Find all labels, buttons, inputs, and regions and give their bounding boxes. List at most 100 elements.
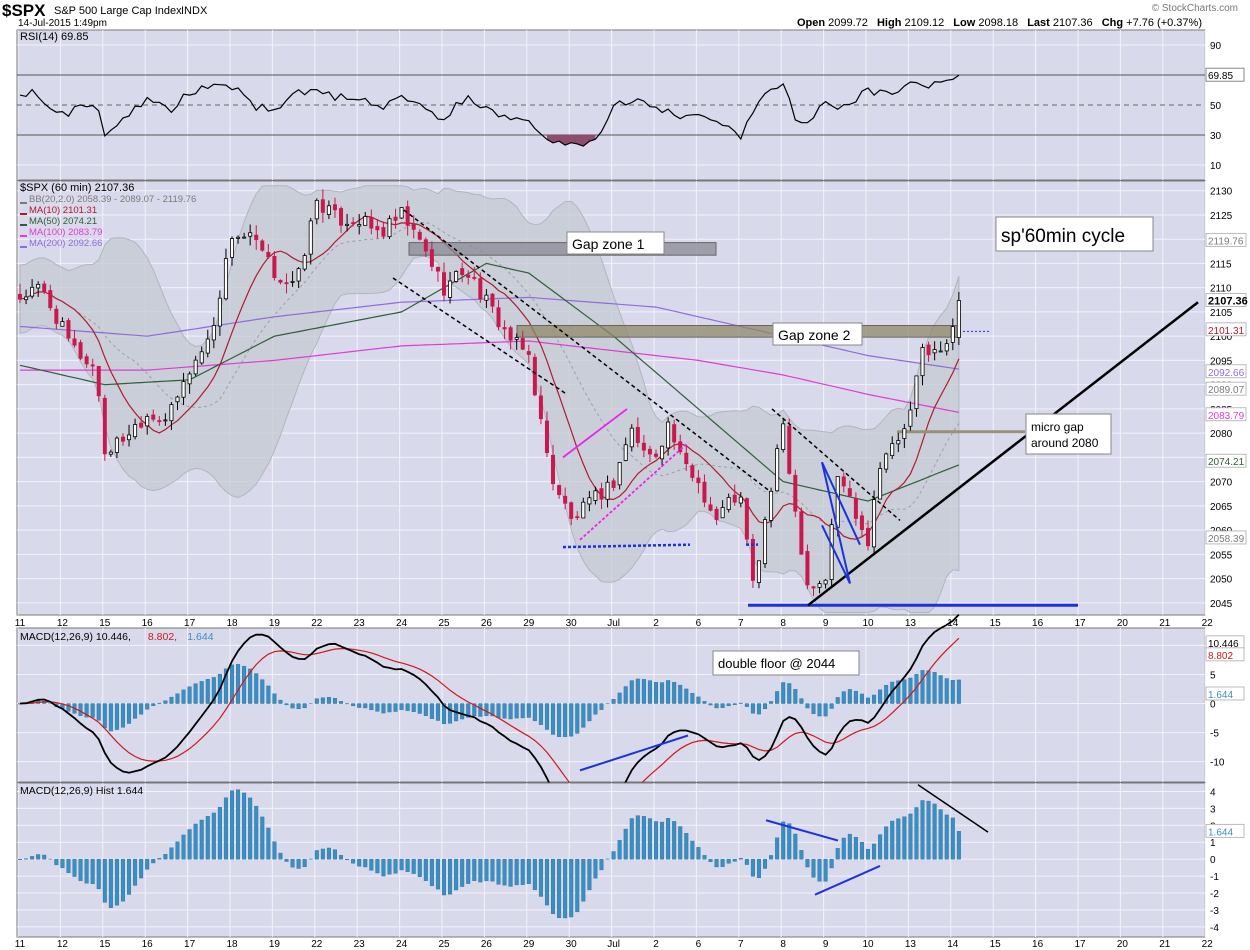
price-tick-label: 2070 [1210,478,1233,489]
hist-bar [726,858,731,864]
macd-hist-bar [387,703,392,713]
macd-hist-bar [920,670,925,704]
macd-value-tag: 1.644 [1208,690,1233,701]
hist-bar [242,792,247,860]
hist-bar [448,858,453,895]
candle-body [30,286,35,297]
x-axis-label: 19 [269,618,281,629]
candle-body [54,308,59,324]
hist-bar [411,858,416,874]
hist-bar [617,840,622,860]
price-value-tag-box [1205,364,1247,379]
hist-tick-label: 4 [1210,787,1216,798]
macd-hist-bar [169,696,174,704]
hist-bar [351,858,356,864]
x-axis-label: 20 [1117,618,1129,629]
hist-tick-label: 1 [1210,838,1216,849]
rsi-oversold-fill [546,135,596,147]
hist-bar [811,858,816,878]
hist-bar [538,858,543,897]
hist-bar [78,858,83,881]
x-axis-label: 30 [566,618,578,629]
hist-bar [544,858,549,906]
x-axis-label-bottom: 16 [1032,939,1044,950]
macd-hist-bar [284,703,289,706]
price-value-tag-box [1205,453,1247,468]
macd-hist-bar [950,680,955,704]
hist-bar [569,858,574,918]
x-axis-label-bottom: 10 [862,939,874,950]
macd-hist-bar [787,683,792,704]
macd-legend-item: MACD(12,26,9) 10.446, [20,631,131,643]
macd-hist-bar [296,703,301,710]
x-axis-label: 17 [184,618,196,629]
candle-body [866,527,871,547]
hist-bar [345,858,350,860]
hist-bar [563,858,568,919]
candle-body [339,208,344,226]
quote-label: Open [796,17,829,29]
candle-body [793,474,798,512]
price-value-tag-box [1205,322,1247,337]
price-value-tag-box [1205,381,1247,396]
candle-body [932,349,937,354]
hist-bar [763,858,768,869]
x-axis-label: 23 [354,618,366,629]
candle-body [66,320,71,339]
x-axis-label-bottom: 11 [15,939,26,950]
hist-bar [66,858,71,873]
quote-row: Open 2099.72 High 2109.12 Low 2098.18 La… [797,17,1208,29]
price-tick-label: 2065 [1210,502,1233,513]
x-axis-label-bottom: 6 [696,939,702,950]
hist-bar [90,858,95,884]
candle-body [726,497,731,510]
candle-body [926,344,931,356]
macd-hist-bar [817,703,822,717]
hist-bar [781,821,786,860]
macd-hist-bar [193,683,198,704]
macd-hist-bar [896,680,901,704]
candle-body [520,338,525,350]
macd-hist-bar [320,697,325,704]
hist-bar [793,833,798,860]
macd-hist-bar [532,703,537,722]
candle-body [563,495,568,504]
x-axis-label: 16 [142,618,154,629]
candle-body [108,451,113,455]
candle-body [363,216,368,226]
hist-bar [787,823,792,860]
candle-body [254,234,259,241]
candle-body [641,442,646,451]
macd-hist-bar [490,703,495,717]
x-axis-label-bottom: 15 [990,939,1002,950]
x-axis-label-bottom: 21 [1159,939,1171,950]
candle-body [744,498,749,540]
candle-body [526,351,531,355]
macd-hist-bar [423,703,428,716]
hist-bar [841,837,846,860]
macd-hist-bar [538,703,543,725]
gap-zone-2-box [772,322,863,346]
macd-hist-bar [102,703,107,729]
hist-bar [720,858,725,867]
hist-bar [799,850,804,860]
candle-body [684,452,689,465]
x-axis-label: 14 [947,618,959,629]
macd-hist-bar [678,684,683,704]
macd-hist-bar [278,699,283,704]
hist-bar [938,809,943,860]
macd-hist-bar [878,689,883,704]
x-axis-label-bottom: 29 [523,939,535,950]
price-legend-item: MA(50) 2074.21 [29,216,97,227]
candle-body [835,476,840,528]
hist-bar [684,833,689,860]
x-axis-label: 13 [905,618,917,629]
macd-hist-bar [139,703,144,715]
hist-bar [884,826,889,860]
candle-body [42,283,47,292]
hist-bar [557,858,562,918]
macd-hist-bar [248,668,253,704]
price-value-tag: 2083.79 [1208,411,1245,422]
